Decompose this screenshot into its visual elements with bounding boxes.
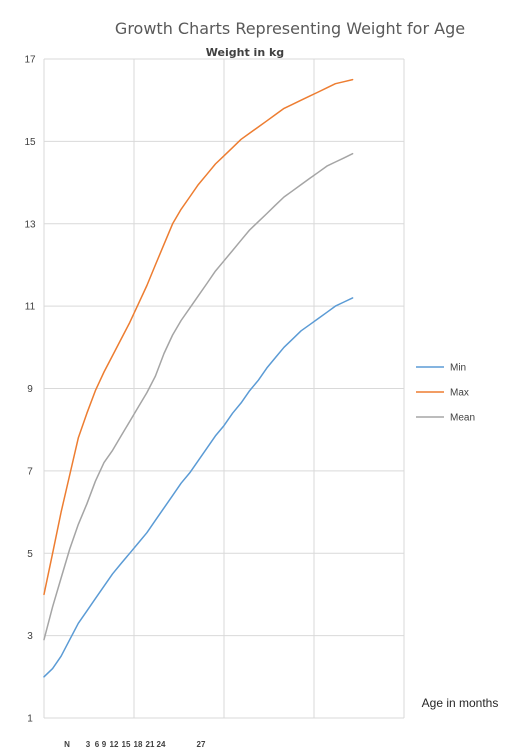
series-lines: [43, 78, 354, 678]
y-tick-label: 15: [24, 137, 36, 148]
legend-label-min: Min: [450, 363, 466, 374]
x-tick-label: 6: [95, 740, 100, 749]
x-tick-label: 24: [157, 740, 166, 749]
legend: Min Max Mean: [416, 363, 475, 424]
chart-title: Growth Charts Representing Weight for Ag…: [115, 19, 465, 38]
x-axis-label: Age in months: [422, 696, 499, 710]
x-axis-ticks: N 3 6 9 12 15 18 21 24 27: [64, 740, 206, 749]
y-tick-label: 3: [27, 631, 33, 642]
y-tick-label: 5: [27, 549, 33, 560]
legend-label-max: Max: [450, 388, 469, 399]
series-line-max: [43, 78, 354, 596]
series-line-min: [43, 297, 354, 678]
y-tick-label: 11: [25, 302, 36, 313]
y-tick-label: 7: [27, 466, 33, 477]
x-tick-label: N: [64, 740, 70, 749]
y-tick-label: 9: [27, 384, 33, 395]
series-line-mean: [43, 152, 354, 641]
y-tick-label: 17: [24, 55, 36, 66]
legend-label-mean: Mean: [450, 413, 475, 424]
x-tick-label: 12: [110, 740, 119, 749]
y-axis-label: Weight in kg: [206, 46, 284, 59]
y-tick-label: 1: [27, 714, 33, 725]
x-tick-label: 21: [146, 740, 155, 749]
x-tick-label: 9: [102, 740, 107, 749]
x-tick-label: 3: [86, 740, 91, 749]
x-tick-label: 18: [134, 740, 143, 749]
x-tick-label: 15: [122, 740, 131, 749]
x-tick-label: 27: [197, 740, 206, 749]
y-tick-label: 13: [24, 219, 36, 230]
gridlines: [43, 58, 405, 719]
